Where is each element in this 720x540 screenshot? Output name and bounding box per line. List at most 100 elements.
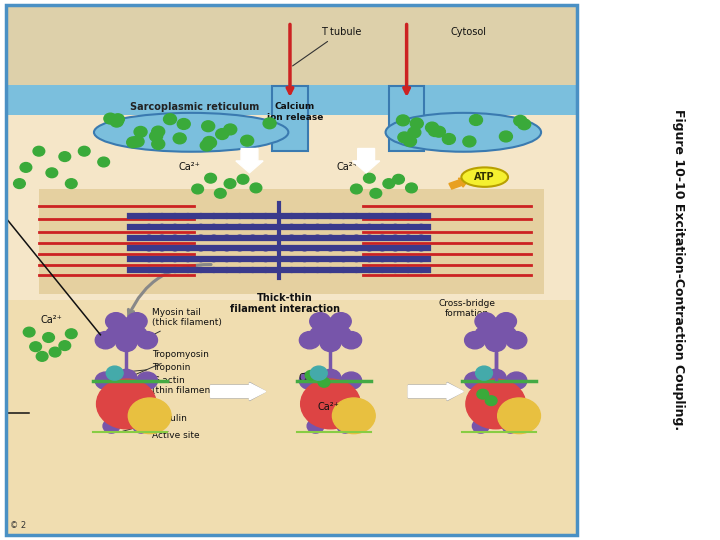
Circle shape: [240, 136, 253, 146]
Circle shape: [224, 124, 237, 135]
FancyArrow shape: [408, 383, 464, 400]
Circle shape: [426, 122, 438, 133]
Ellipse shape: [145, 213, 153, 218]
Ellipse shape: [94, 113, 288, 152]
Circle shape: [410, 118, 423, 129]
Ellipse shape: [340, 267, 347, 272]
Circle shape: [341, 332, 361, 349]
Ellipse shape: [379, 225, 386, 229]
Ellipse shape: [145, 225, 153, 229]
Circle shape: [370, 188, 382, 198]
Circle shape: [364, 173, 375, 183]
Ellipse shape: [340, 246, 347, 251]
Text: T tubule: T tubule: [292, 27, 361, 66]
Circle shape: [110, 116, 123, 127]
Ellipse shape: [197, 246, 204, 251]
Ellipse shape: [171, 225, 179, 229]
Circle shape: [351, 184, 362, 194]
Ellipse shape: [236, 213, 243, 218]
Circle shape: [204, 173, 217, 183]
Ellipse shape: [223, 267, 230, 272]
Circle shape: [300, 372, 320, 389]
Ellipse shape: [158, 213, 166, 218]
Ellipse shape: [386, 113, 541, 152]
Circle shape: [33, 146, 45, 156]
Ellipse shape: [210, 246, 217, 251]
Ellipse shape: [145, 256, 153, 261]
FancyArrowPatch shape: [362, 151, 370, 168]
Ellipse shape: [236, 246, 243, 251]
Circle shape: [96, 379, 156, 429]
Circle shape: [116, 386, 137, 403]
Ellipse shape: [379, 267, 386, 272]
Circle shape: [383, 179, 395, 188]
Ellipse shape: [236, 235, 243, 240]
FancyBboxPatch shape: [389, 86, 425, 151]
Circle shape: [506, 332, 527, 349]
Circle shape: [215, 188, 226, 198]
Circle shape: [506, 372, 527, 389]
Ellipse shape: [275, 213, 282, 218]
Ellipse shape: [223, 213, 230, 218]
Circle shape: [475, 393, 495, 410]
Ellipse shape: [223, 225, 230, 229]
Circle shape: [392, 174, 405, 184]
Ellipse shape: [197, 256, 204, 261]
Ellipse shape: [327, 246, 334, 251]
Ellipse shape: [327, 256, 334, 261]
Circle shape: [314, 414, 330, 428]
Ellipse shape: [314, 225, 321, 229]
Circle shape: [469, 114, 482, 125]
Circle shape: [475, 326, 495, 343]
Ellipse shape: [392, 235, 399, 240]
Circle shape: [192, 184, 204, 194]
Ellipse shape: [197, 213, 204, 218]
Circle shape: [485, 334, 506, 352]
Circle shape: [107, 366, 123, 380]
Circle shape: [127, 137, 140, 148]
Circle shape: [475, 377, 495, 395]
Ellipse shape: [418, 213, 425, 218]
Ellipse shape: [158, 246, 166, 251]
Circle shape: [106, 393, 127, 410]
Ellipse shape: [288, 235, 295, 240]
Circle shape: [330, 414, 347, 428]
Text: © 2: © 2: [9, 521, 26, 530]
Ellipse shape: [145, 267, 153, 272]
Ellipse shape: [197, 267, 204, 272]
Ellipse shape: [249, 225, 256, 229]
Ellipse shape: [379, 235, 386, 240]
Circle shape: [20, 163, 32, 172]
Ellipse shape: [353, 256, 360, 261]
Ellipse shape: [301, 235, 308, 240]
Circle shape: [203, 137, 216, 147]
Ellipse shape: [184, 235, 192, 240]
Circle shape: [496, 393, 516, 410]
Ellipse shape: [301, 213, 308, 218]
Text: Thick-thin
filament interaction: Thick-thin filament interaction: [230, 293, 340, 314]
Circle shape: [78, 146, 90, 156]
Circle shape: [442, 133, 455, 144]
Circle shape: [36, 352, 48, 361]
Ellipse shape: [366, 256, 373, 261]
Circle shape: [330, 377, 351, 395]
Ellipse shape: [223, 256, 230, 261]
Circle shape: [95, 372, 116, 389]
Ellipse shape: [340, 256, 347, 261]
Ellipse shape: [262, 256, 269, 261]
Circle shape: [202, 121, 215, 132]
Circle shape: [109, 414, 127, 428]
Circle shape: [224, 179, 236, 188]
Text: Active site: Active site: [148, 413, 200, 441]
Circle shape: [405, 183, 418, 193]
Ellipse shape: [288, 256, 295, 261]
Ellipse shape: [379, 256, 386, 261]
Circle shape: [30, 342, 42, 352]
Circle shape: [337, 419, 354, 433]
Circle shape: [318, 377, 330, 387]
Ellipse shape: [353, 267, 360, 272]
Circle shape: [485, 396, 497, 406]
Ellipse shape: [366, 213, 373, 218]
Circle shape: [463, 136, 476, 147]
Circle shape: [475, 313, 495, 330]
